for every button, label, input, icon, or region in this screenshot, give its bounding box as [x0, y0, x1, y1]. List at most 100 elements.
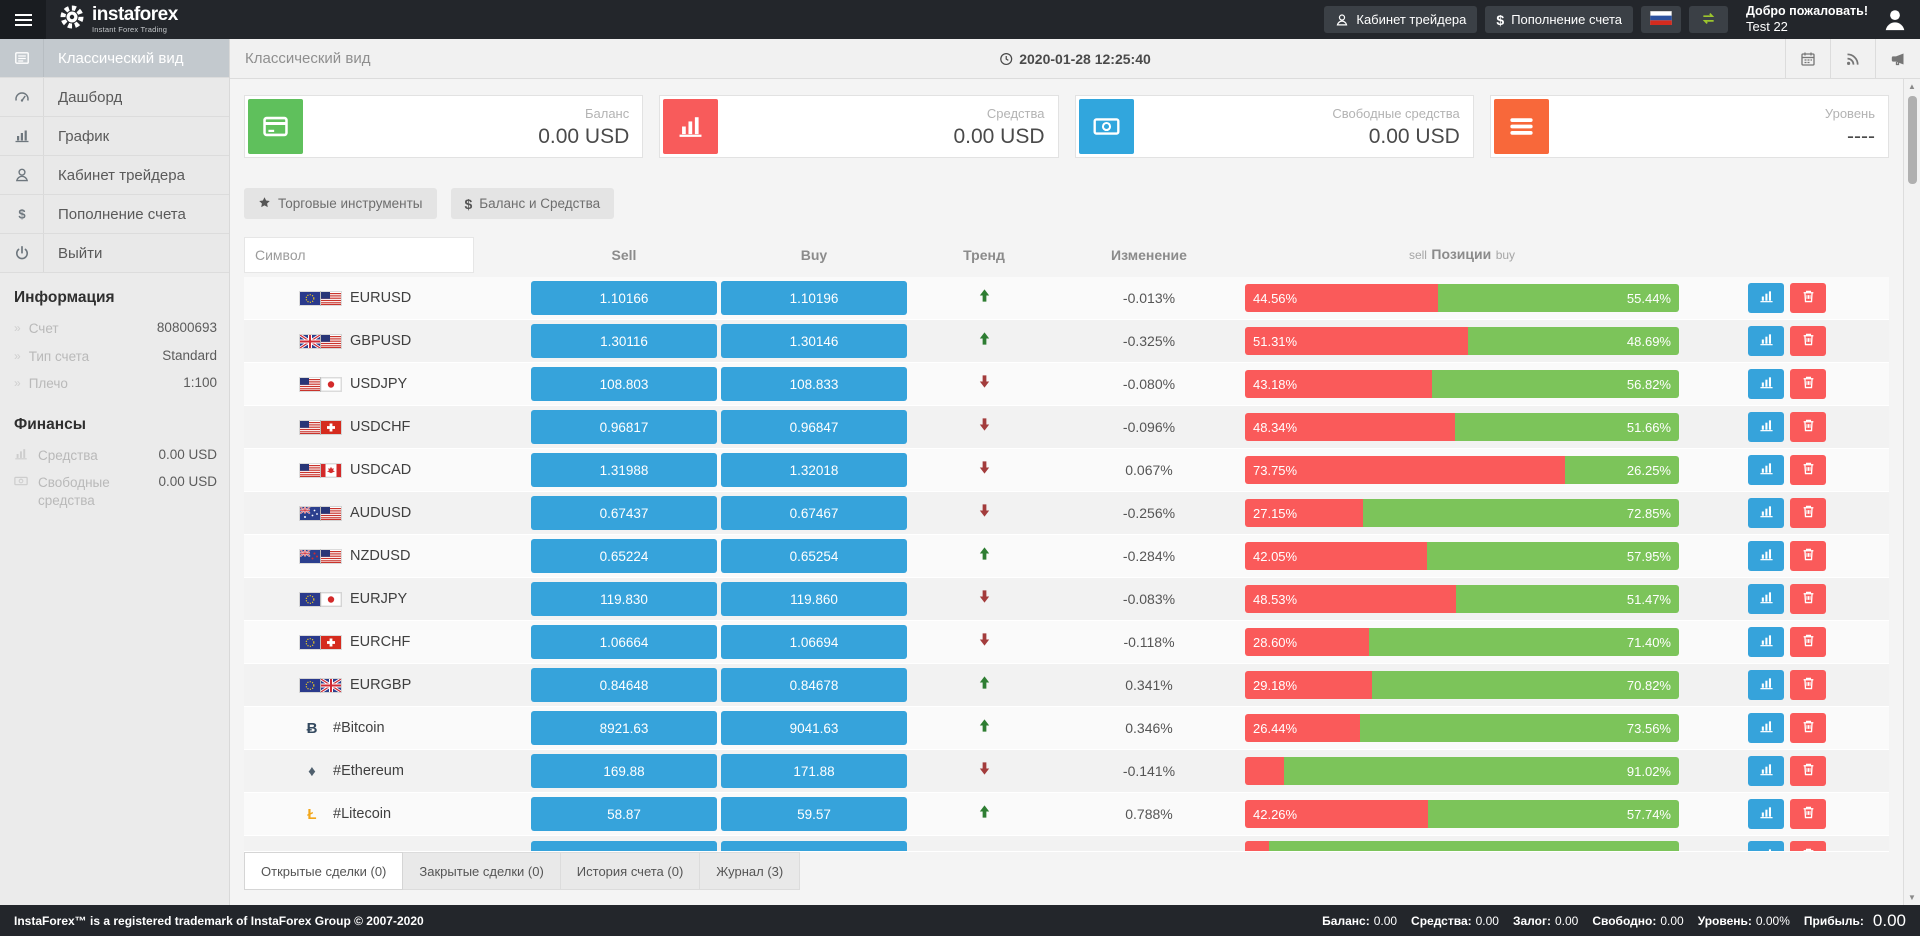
buy-price-button[interactable]: 1.32018	[721, 453, 907, 487]
open-chart-button[interactable]	[1748, 283, 1784, 313]
buy-price-button[interactable]: 59.57	[721, 797, 907, 831]
open-chart-button[interactable]	[1748, 326, 1784, 356]
sell-price-button[interactable]: 1.10166	[531, 281, 717, 315]
table-row: USDCHF 0.96817 0.96847 -0.096% 48.34% 51…	[244, 406, 1889, 449]
remove-instrument-button[interactable]	[1790, 326, 1826, 356]
remove-instrument-button[interactable]	[1790, 756, 1826, 786]
buy-price-button[interactable]: 1.30146	[721, 324, 907, 358]
sell-price-button[interactable]: 119.830	[531, 582, 717, 616]
open-chart-button[interactable]	[1748, 713, 1784, 743]
symbol-cell[interactable]: GBPUSD	[244, 333, 529, 349]
symbol-cell[interactable]: ♦ #Ethereum	[244, 763, 529, 780]
sell-price-button[interactable]: 0.65224	[531, 539, 717, 573]
sidebar-item-Выйти[interactable]: Выйти	[0, 234, 229, 273]
symbol-cell[interactable]: Ł #Litecoin	[244, 806, 529, 823]
symbol-cell[interactable]: EURGBP	[244, 677, 529, 693]
open-chart-button[interactable]	[1748, 756, 1784, 786]
open-chart-button[interactable]	[1748, 627, 1784, 657]
symbol-cell[interactable]: EURUSD	[244, 290, 529, 306]
remove-instrument-button[interactable]	[1790, 498, 1826, 528]
buy-price-button[interactable]: 0.96847	[721, 410, 907, 444]
filter-button[interactable]: Торговые инструменты	[244, 188, 437, 219]
open-chart-button[interactable]	[1748, 799, 1784, 829]
buy-price-button[interactable]: 108.833	[721, 367, 907, 401]
trash-icon	[1801, 590, 1816, 608]
symbol-search-input[interactable]	[244, 237, 474, 273]
vertical-scrollbar[interactable]: ▲ ▼	[1903, 79, 1920, 905]
symbol-cell[interactable]	[244, 836, 529, 841]
sell-price-button[interactable]: 0.84648	[531, 668, 717, 702]
sell-price-button[interactable]: 1.31988	[531, 453, 717, 487]
megaphone-icon[interactable]	[1875, 39, 1920, 78]
remove-instrument-button[interactable]	[1790, 369, 1826, 399]
trader-cabinet-button[interactable]: Кабинет трейдера	[1324, 6, 1478, 33]
sidebar-item-График[interactable]: График	[0, 117, 229, 156]
open-chart-button[interactable]	[1748, 369, 1784, 399]
sidebar-item-Дашборд[interactable]: Дашборд	[0, 78, 229, 117]
buy-price-button[interactable]: 119.860	[721, 582, 907, 616]
sell-price-button[interactable]: 0.67437	[531, 496, 717, 530]
symbol-cell[interactable]: EURCHF	[244, 634, 529, 650]
sell-price-button[interactable]	[531, 841, 717, 851]
open-chart-button[interactable]	[1748, 670, 1784, 700]
instaforex-logo[interactable]: instaforex Instant Forex Trading	[59, 4, 178, 35]
sell-price-button[interactable]: 58.87	[531, 797, 717, 831]
remove-instrument-button[interactable]	[1790, 799, 1826, 829]
sell-price-button[interactable]: 8921.63	[531, 711, 717, 745]
open-chart-button[interactable]	[1748, 498, 1784, 528]
positions-bar	[1245, 841, 1679, 851]
buy-price-button[interactable]: 0.67467	[721, 496, 907, 530]
scrollbar-thumb[interactable]	[1907, 96, 1917, 184]
remove-instrument-button[interactable]	[1790, 627, 1826, 657]
remove-instrument-button[interactable]	[1790, 283, 1826, 313]
remove-instrument-button[interactable]	[1790, 841, 1826, 851]
sell-price-button[interactable]: 0.96817	[531, 410, 717, 444]
remove-instrument-button[interactable]	[1790, 541, 1826, 571]
filter-button[interactable]: $ Баланс и Средства	[450, 188, 615, 219]
rss-icon[interactable]	[1830, 39, 1875, 78]
buy-price-button[interactable]: 0.65254	[721, 539, 907, 573]
symbol-cell[interactable]: EURJPY	[244, 591, 529, 607]
buy-price-button[interactable]	[721, 841, 907, 851]
language-flag-button[interactable]	[1641, 6, 1681, 33]
open-chart-button[interactable]	[1748, 584, 1784, 614]
sell-price-button[interactable]: 108.803	[531, 367, 717, 401]
tab-Журнал (3)[interactable]: Журнал (3)	[700, 852, 801, 890]
open-chart-button[interactable]	[1748, 541, 1784, 571]
deposit-button[interactable]: $ Пополнение счета	[1485, 6, 1633, 33]
symbol-cell[interactable]: AUDUSD	[244, 505, 529, 521]
hamburger-menu-icon[interactable]	[0, 0, 46, 39]
symbol-cell[interactable]: Ƀ #Bitcoin	[244, 720, 529, 737]
sidebar-item-Пополнение счета[interactable]: $ Пополнение счета	[0, 195, 229, 234]
remove-instrument-button[interactable]	[1790, 584, 1826, 614]
switch-account-button[interactable]	[1689, 6, 1728, 33]
sell-price-button[interactable]: 1.06664	[531, 625, 717, 659]
buy-price-button[interactable]: 1.10196	[721, 281, 907, 315]
buy-price-button[interactable]: 171.88	[721, 754, 907, 788]
tab-История счета (0)[interactable]: История счета (0)	[560, 852, 701, 890]
sell-price-button[interactable]: 1.30116	[531, 324, 717, 358]
tab-Открытые сделки (0)[interactable]: Открытые сделки (0)	[244, 852, 404, 890]
buy-price-button[interactable]: 9041.63	[721, 711, 907, 745]
buy-price-button[interactable]: 1.06694	[721, 625, 907, 659]
symbol-cell[interactable]: USDCAD	[244, 462, 529, 478]
remove-instrument-button[interactable]	[1790, 412, 1826, 442]
user-avatar-icon[interactable]	[1882, 7, 1908, 33]
sidebar-item-Классический вид[interactable]: Классический вид	[0, 39, 229, 78]
calendar-icon[interactable]	[1785, 39, 1830, 78]
remove-instrument-button[interactable]	[1790, 670, 1826, 700]
sell-price-button[interactable]: 169.88	[531, 754, 717, 788]
buy-price-button[interactable]: 0.84678	[721, 668, 907, 702]
sidebar-item-Кабинет трейдера[interactable]: Кабинет трейдера	[0, 156, 229, 195]
tab-Закрытые сделки (0)[interactable]: Закрытые сделки (0)	[403, 852, 561, 890]
open-chart-button[interactable]	[1748, 412, 1784, 442]
scrollbar-down-arrow[interactable]: ▼	[1908, 893, 1916, 902]
symbol-cell[interactable]: USDCHF	[244, 419, 529, 435]
remove-instrument-button[interactable]	[1790, 455, 1826, 485]
open-chart-button[interactable]	[1748, 841, 1784, 851]
open-chart-button[interactable]	[1748, 455, 1784, 485]
remove-instrument-button[interactable]	[1790, 713, 1826, 743]
symbol-cell[interactable]: NZDUSD	[244, 548, 529, 564]
symbol-cell[interactable]: USDJPY	[244, 376, 529, 392]
scrollbar-up-arrow[interactable]: ▲	[1908, 82, 1916, 91]
